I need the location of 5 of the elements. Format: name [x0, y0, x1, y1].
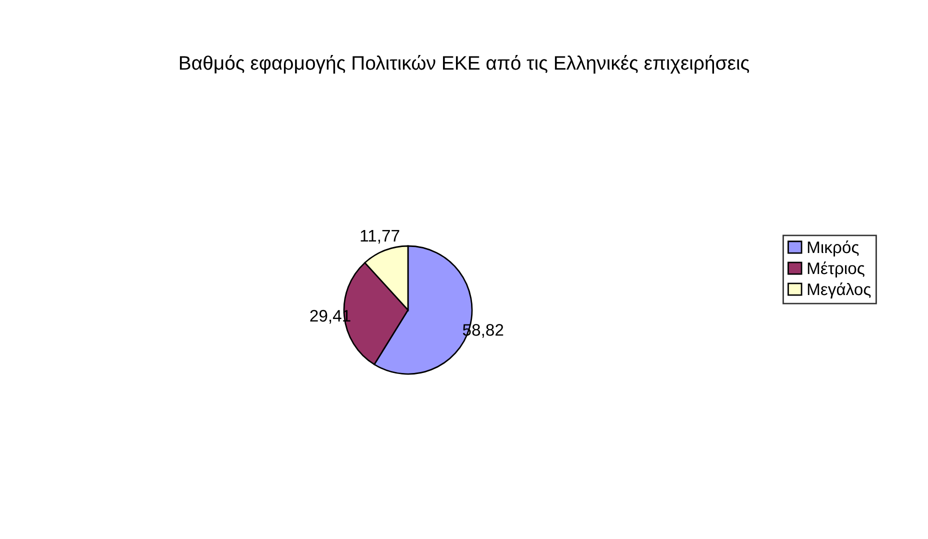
legend-label: Μεγάλος [808, 282, 871, 299]
legend-label: Μέτριος [808, 261, 864, 278]
data-label: 11,77 [360, 230, 400, 244]
legend-label: Μικρός [808, 240, 859, 256]
chart-title: Βαθμός εφαρμογής Πολιτικών ΕΚΕ από τις Ελληνικές επιχειρήσεις [180, 55, 750, 74]
